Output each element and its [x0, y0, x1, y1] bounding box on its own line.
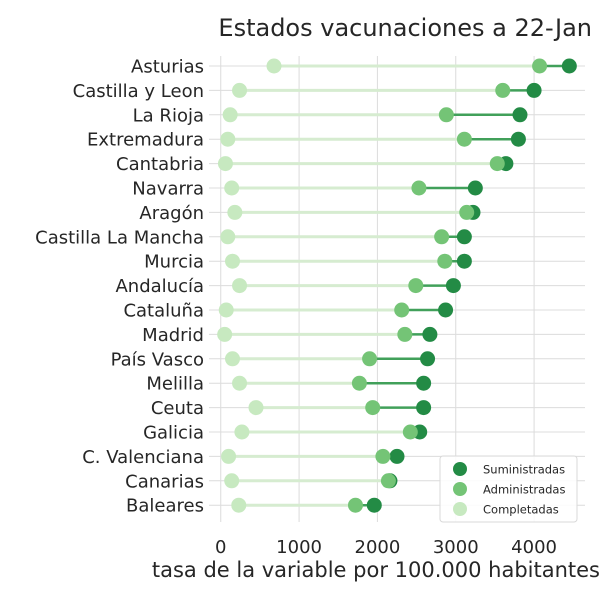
- chart-title: Estados vacunaciones a 22-Jan: [218, 14, 592, 42]
- administradas-point: [347, 497, 363, 513]
- category-label: Navarra: [132, 179, 204, 200]
- category-label: Asturias: [131, 57, 204, 78]
- x-tick-labels: 0 1000 2000 3000 4000: [215, 537, 557, 558]
- category-label: C. Valenciana: [82, 447, 204, 468]
- suministradas-point: [366, 497, 382, 513]
- completadas-point: [232, 375, 248, 391]
- completadas-point: [220, 131, 236, 147]
- legend-frame: [439, 455, 578, 523]
- completadas-point: [221, 448, 237, 464]
- administradas-point: [438, 107, 454, 123]
- administradas-point: [434, 229, 450, 245]
- suministradas-point: [416, 400, 432, 416]
- completadas-point: [225, 253, 240, 269]
- completadas-point: [222, 107, 238, 123]
- x-tick-label: 4000: [511, 537, 557, 558]
- administradas-point: [397, 326, 413, 342]
- suministradas-point: [467, 180, 483, 196]
- administradas-point: [394, 302, 410, 318]
- completadas-point: [218, 302, 234, 318]
- x-tick-label: 2000: [355, 537, 401, 558]
- x-tick-label: 0: [215, 537, 226, 558]
- category-label: Melilla: [146, 374, 204, 395]
- connector-lines: [224, 64, 570, 507]
- administradas-point: [408, 278, 424, 294]
- completadas-point: [217, 156, 233, 172]
- completadas-point: [227, 204, 243, 220]
- administradas-point: [532, 58, 548, 74]
- suministradas-point: [422, 326, 438, 342]
- category-label: Cataluña: [123, 301, 204, 322]
- suministradas-point: [420, 351, 436, 367]
- completadas-point: [234, 424, 250, 440]
- legend-label: Suministradas: [483, 463, 565, 477]
- suministradas-point: [456, 253, 472, 269]
- legend-marker: [453, 482, 467, 496]
- suministradas-point: [416, 375, 432, 391]
- suministradas-point: [389, 448, 405, 464]
- x-tick-label: 3000: [433, 537, 479, 558]
- administradas-point: [375, 448, 391, 464]
- x-axis-label: tasa de la variable por 100.000 habitant…: [152, 558, 600, 582]
- completadas-point: [217, 326, 233, 342]
- category-label: Madrid: [142, 325, 204, 346]
- category-label: Extremadura: [87, 130, 204, 151]
- suministradas-point: [510, 131, 526, 147]
- suministradas-point: [512, 107, 528, 123]
- suministradas-point: [445, 278, 461, 294]
- category-label: La Rioja: [133, 105, 204, 126]
- suministradas-point: [561, 58, 577, 74]
- completadas-point: [224, 180, 240, 196]
- category-label: Castilla La Mancha: [35, 227, 204, 248]
- administradas-point: [489, 156, 505, 172]
- administradas-point: [495, 82, 511, 98]
- completadas-point: [224, 473, 240, 489]
- legend-marker: [453, 502, 467, 516]
- administradas-point: [380, 473, 396, 489]
- category-label: País Vasco: [111, 349, 204, 370]
- completadas-point: [232, 278, 248, 294]
- administradas-point: [365, 400, 381, 416]
- administradas-point: [411, 180, 427, 196]
- category-label: Ceuta: [151, 398, 204, 419]
- administradas-point: [362, 351, 378, 367]
- completadas-point: [225, 351, 240, 367]
- administradas-point: [351, 375, 367, 391]
- x-tick-label: 1000: [276, 537, 322, 558]
- completadas-point: [231, 497, 247, 513]
- category-label: Andalucía: [115, 276, 204, 297]
- legend-label: Administradas: [483, 483, 565, 497]
- legend: Suministradas Administradas Completadas: [439, 455, 578, 523]
- completadas-point: [232, 82, 248, 98]
- completadas-point: [266, 58, 282, 74]
- category-label: Galicia: [143, 423, 204, 444]
- administradas-point: [437, 253, 453, 269]
- category-label: Aragón: [139, 203, 204, 224]
- completadas-point: [248, 400, 264, 416]
- administradas-point: [402, 424, 418, 440]
- category-label: Castilla y Leon: [73, 81, 204, 102]
- administradas-point: [456, 131, 472, 147]
- legend-label: Completadas: [483, 503, 559, 517]
- data-points: [217, 58, 577, 513]
- category-label: Canarias: [125, 471, 204, 492]
- administradas-point: [459, 204, 475, 220]
- suministradas-point: [456, 229, 472, 245]
- category-labels: Asturias Castilla y Leon La Rioja Extremadu…: [35, 57, 204, 517]
- category-label: Baleares: [126, 496, 204, 517]
- legend-marker: [453, 462, 467, 476]
- completadas-point: [220, 229, 236, 245]
- suministradas-point: [526, 82, 542, 98]
- category-label: Murcia: [144, 252, 204, 273]
- suministradas-point: [438, 302, 454, 318]
- category-label: Cantabria: [116, 154, 204, 175]
